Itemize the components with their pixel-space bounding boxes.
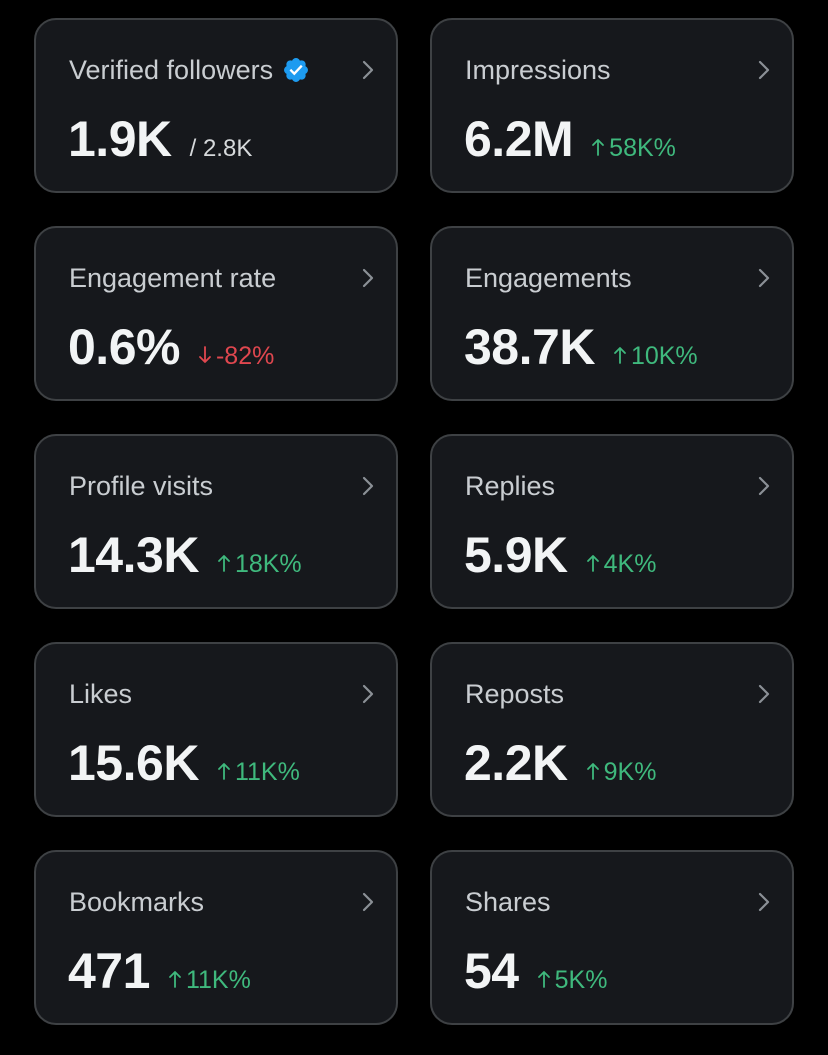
change-value: 10K% [630,342,698,370]
value-row: 1.9K / 2.8K [68,110,252,168]
chevron-right-icon [758,60,770,80]
card-title: Likes [69,679,133,709]
card-reposts[interactable]: Reposts 2.2K 9K% [430,642,794,817]
metric-value: 471 [68,943,150,999]
chevron-right-icon [362,476,374,496]
card-title: Engagement rate [69,263,277,293]
chevron-right-icon [758,268,770,288]
chevron-right-icon [362,268,374,288]
chevron-right-icon [758,684,770,704]
card-shares[interactable]: Shares 54 5K% [430,850,794,1025]
card-impressions[interactable]: Impressions 6.2M 58K% [430,18,794,193]
change-indicator: 11K% [168,966,251,995]
arrow-up-icon [537,971,550,988]
change-value: 11K% [234,758,300,786]
card-profile-visits[interactable]: Profile visits 14.3K 18K% [34,434,398,609]
change-indicator: 11K% [217,758,300,787]
arrow-up-icon [218,763,230,780]
metrics-grid: Verified followers 1.9K / 2.8K Impressio… [34,18,794,1025]
change-indicator: 5K% [537,966,608,995]
arrow-down-icon [199,346,211,363]
change-value: -82% [215,342,275,370]
change-value: 4K% [603,550,657,578]
change-indicator: 18K% [217,550,302,579]
change-indicator: 58K% [591,134,676,163]
metric-value: 54 [464,943,519,999]
value-row: 54 5K% [464,942,607,1000]
arrow-up-icon [218,555,230,572]
card-title: Profile visits [69,471,214,501]
arrow-up-icon [586,555,599,572]
card-title: Impressions [465,55,611,85]
metric-value: 14.3K [68,527,199,583]
card-engagements[interactable]: Engagements 38.7K 10K% [430,226,794,401]
change-value: 5K% [554,966,608,994]
card-bookmarks[interactable]: Bookmarks 471 11K% [34,850,398,1025]
card-title: Verified followers [69,55,274,85]
value-row: 6.2M 58K% [464,110,676,168]
card-title: Engagements [465,263,632,293]
metric-value: 1.9K [68,111,172,167]
chevron-right-icon [362,684,374,704]
change-indicator: 10K% [613,342,698,371]
change-indicator: 9K% [586,758,657,787]
change-value: 9K% [603,758,657,786]
change-indicator: 4K% [586,550,657,579]
card-engagement-rate[interactable]: Engagement rate 0.6% -82% [34,226,398,401]
metric-value: 6.2M [464,111,574,167]
change-value: 18K% [234,550,302,578]
card-title: Bookmarks [69,887,205,917]
metric-total: / 2.8K [189,135,253,162]
value-row: 2.2K 9K% [464,734,656,792]
value-row: 5.9K 4K% [464,526,656,584]
card-likes[interactable]: Likes 15.6K 11K% [34,642,398,817]
card-title: Reposts [465,679,565,709]
value-row: 471 11K% [68,942,251,1000]
card-title-wrap: Verified followers [69,54,310,86]
arrow-up-icon [614,347,626,364]
metric-value: 5.9K [464,527,568,583]
metric-value: 38.7K [464,319,595,375]
card-verified-followers[interactable]: Verified followers 1.9K / 2.8K [34,18,398,193]
metric-value: 2.2K [464,735,568,791]
arrow-up-icon [592,139,605,156]
value-row: 14.3K 18K% [68,526,302,584]
arrow-up-icon [169,971,181,988]
value-row: 15.6K 11K% [68,734,300,792]
card-replies[interactable]: Replies 5.9K 4K% [430,434,794,609]
change-value: 11K% [185,966,251,994]
card-title: Shares [465,887,551,917]
card-title: Replies [465,471,556,501]
chevron-right-icon [758,476,770,496]
change-value: 58K% [609,134,676,162]
change-indicator: -82% [198,342,274,371]
metric-value: 15.6K [68,735,199,791]
metric-value: 0.6% [68,319,180,375]
arrow-up-icon [586,763,599,780]
chevron-right-icon [758,892,770,912]
verified-badge-icon [284,58,309,82]
chevron-right-icon [362,892,374,912]
chevron-right-icon [362,60,374,80]
value-row: 0.6% -82% [68,318,274,376]
value-row: 38.7K 10K% [464,318,698,376]
